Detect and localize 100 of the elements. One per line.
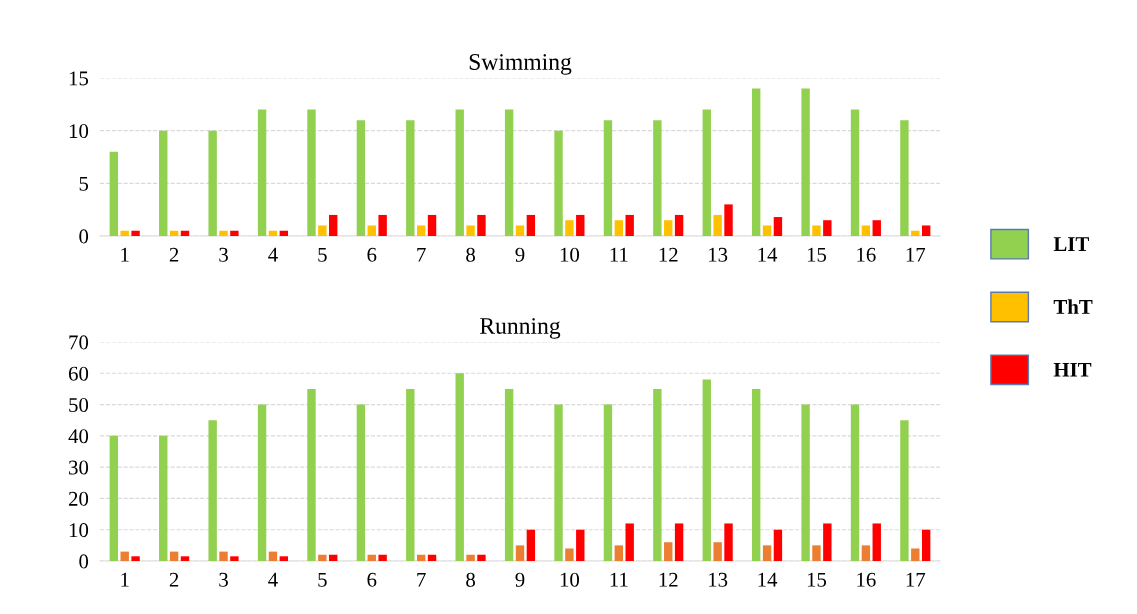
y-tick-label: 10: [69, 124, 89, 139]
bar: [664, 220, 673, 236]
bar: [921, 529, 931, 561]
bar: [872, 523, 881, 561]
bar: [109, 151, 119, 236]
x-tick-label: 9: [515, 572, 525, 587]
bar: [812, 545, 821, 561]
bar: [664, 542, 673, 561]
bar: [603, 404, 613, 561]
bar: [565, 548, 574, 561]
bar: [159, 435, 168, 561]
bar: [318, 554, 327, 561]
bar: [504, 109, 514, 236]
bar: [751, 388, 761, 561]
bar: [427, 554, 437, 561]
bar: [378, 554, 387, 561]
bar: [724, 523, 733, 561]
bar: [515, 545, 525, 561]
legend-label: HIT: [1053, 362, 1092, 377]
bar: [625, 214, 634, 236]
bar: [724, 204, 733, 236]
bar: [921, 225, 931, 236]
bar: [257, 109, 267, 236]
bar: [850, 404, 860, 561]
bar: [554, 130, 563, 236]
bar: [576, 529, 585, 561]
bar: [900, 120, 909, 236]
x-tick-label: 6: [367, 247, 377, 262]
bar: [131, 230, 140, 236]
x-tick-label: 4: [268, 247, 278, 262]
x-tick-label: 12: [659, 247, 678, 262]
bar: [169, 551, 179, 561]
chart-title: Running: [480, 318, 561, 339]
bar: [477, 214, 486, 236]
bar: [554, 404, 563, 561]
x-tick-label: 16: [857, 247, 876, 262]
bar: [823, 220, 832, 236]
bar: [367, 225, 376, 236]
x-tick-label: 4: [268, 572, 278, 587]
legend-label: LIT: [1053, 237, 1089, 251]
y-tick-label: 60: [68, 366, 89, 381]
x-tick-label: 1: [121, 247, 129, 262]
bar: [751, 88, 761, 236]
bar: [504, 388, 514, 561]
bar: [356, 404, 366, 561]
x-tick-label: 2: [169, 572, 179, 587]
bar: [378, 214, 387, 236]
bar: [850, 109, 860, 236]
bar: [801, 88, 810, 236]
x-tick-label: 8: [466, 572, 475, 587]
x-tick-label: 14: [758, 247, 778, 262]
bar: [230, 556, 239, 561]
y-tick-label: 0: [79, 229, 89, 244]
bar: [653, 388, 662, 561]
bar: [603, 120, 613, 236]
x-tick-label: 12: [659, 572, 678, 587]
bar: [773, 529, 783, 561]
y-tick-label: 10: [69, 523, 89, 538]
x-tick-label: 7: [417, 247, 426, 262]
bar: [427, 214, 437, 236]
bar: [109, 435, 119, 561]
x-tick-label: 1: [121, 572, 129, 587]
bar: [614, 220, 624, 236]
bar: [406, 388, 415, 561]
bar: [762, 225, 772, 236]
bar: [159, 130, 168, 236]
bar: [356, 120, 366, 236]
bar: [812, 225, 821, 236]
bar: [329, 214, 338, 236]
y-tick-label: 15: [69, 71, 89, 86]
bar: [268, 551, 278, 561]
bar: [713, 214, 722, 236]
y-tick-label: 70: [69, 335, 89, 350]
y-tick-label: 40: [68, 429, 89, 444]
bar: [169, 230, 179, 236]
bar: [653, 120, 662, 236]
y-tick-label: 30: [69, 460, 89, 475]
bar: [911, 230, 920, 236]
bar: [268, 230, 278, 236]
bar: [911, 548, 920, 561]
x-tick-label: 9: [515, 247, 525, 262]
bar: [674, 523, 684, 561]
legend-label: ThT: [1053, 299, 1093, 314]
bar: [526, 214, 536, 236]
x-tick-label: 14: [758, 572, 778, 587]
bar: [307, 109, 316, 236]
bar: [872, 220, 881, 236]
bar: [180, 556, 190, 561]
y-tick-label: 50: [69, 397, 89, 412]
x-tick-label: 6: [367, 572, 377, 587]
bar: [219, 230, 228, 236]
x-tick-label: 15: [807, 572, 827, 587]
bar: [702, 379, 711, 561]
x-tick-label: 5: [318, 247, 327, 262]
x-tick-label: 16: [857, 572, 876, 587]
x-tick-label: 13: [709, 572, 728, 587]
x-tick-label: 8: [466, 247, 475, 262]
bar: [208, 420, 217, 561]
bar: [762, 545, 772, 561]
x-tick-label: 11: [610, 572, 628, 587]
